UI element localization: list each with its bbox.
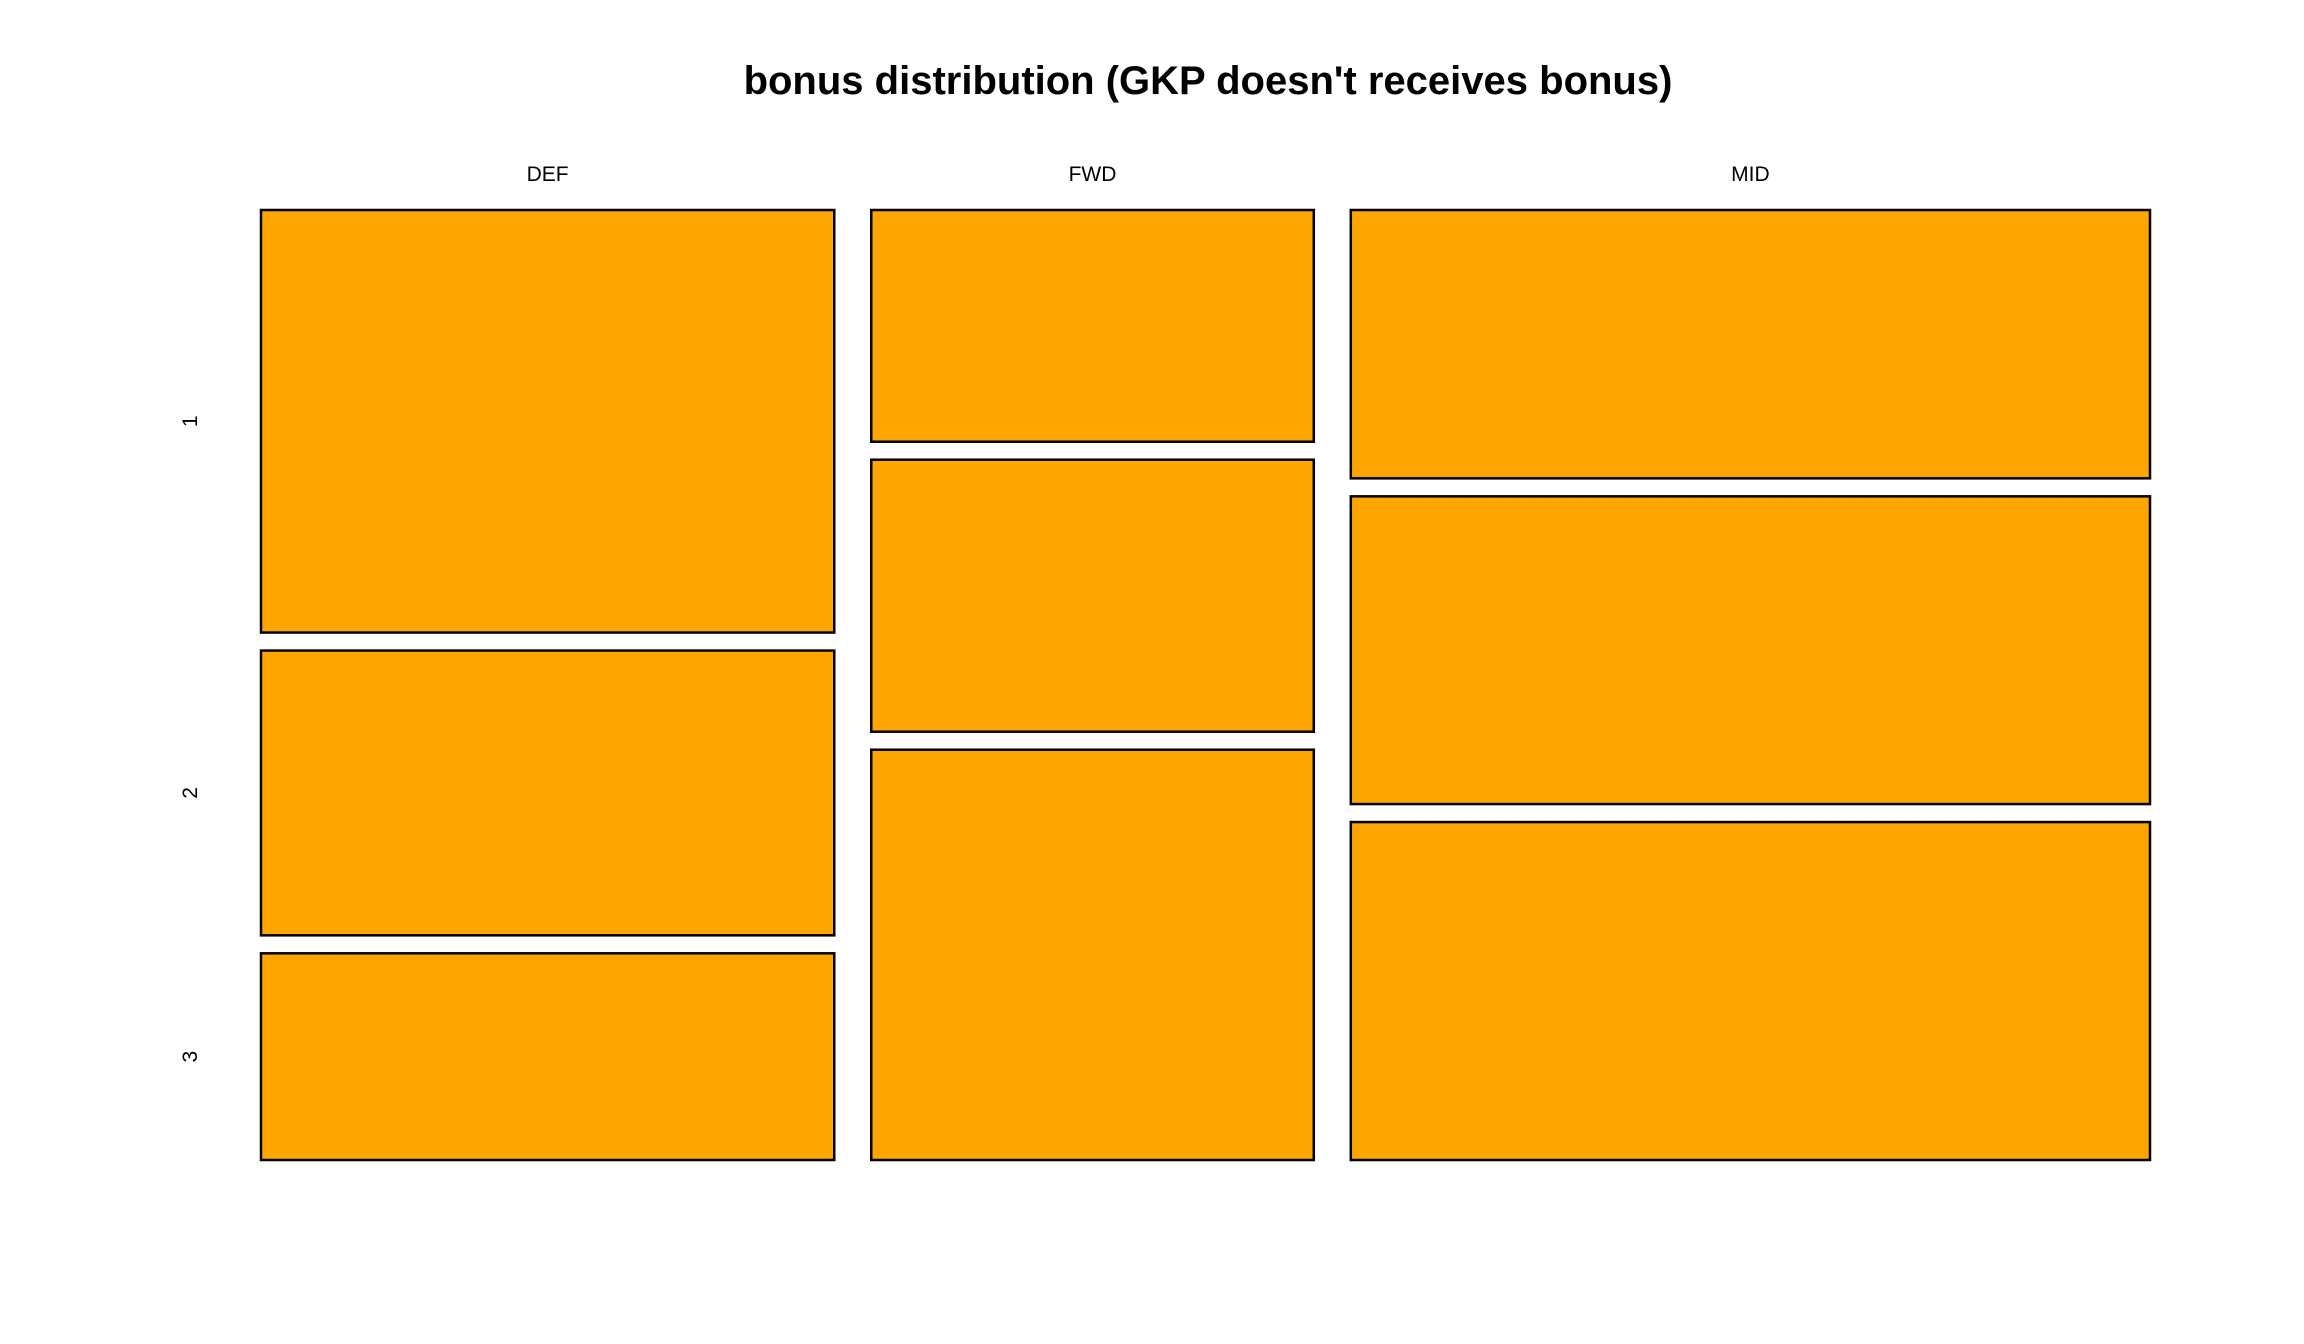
tile-def-1 <box>259 208 836 634</box>
column-label-fwd: FWD <box>1069 163 1117 186</box>
row-label-2: 2 <box>179 787 202 799</box>
row-label-1: 1 <box>179 415 202 427</box>
tile-mid-3 <box>1349 820 2152 1162</box>
column-label-mid: MID <box>1731 163 1770 186</box>
column-labels: DEF FWD MID <box>527 163 1770 186</box>
chart-title: bonus distribution (GKP doesn't receives… <box>744 59 1673 103</box>
tile-mid-2 <box>1349 495 2152 806</box>
row-label-3: 3 <box>179 1051 202 1063</box>
mosaic-tiles <box>259 208 2152 1162</box>
tile-mid-1 <box>1349 208 2152 480</box>
tile-fwd-2 <box>870 458 1316 733</box>
tile-fwd-3 <box>870 748 1316 1162</box>
row-labels: 1 2 3 <box>179 415 202 1062</box>
column-label-def: DEF <box>527 163 569 186</box>
tile-def-2 <box>259 649 836 937</box>
tile-def-3 <box>259 952 836 1162</box>
tile-fwd-1 <box>870 208 1316 443</box>
